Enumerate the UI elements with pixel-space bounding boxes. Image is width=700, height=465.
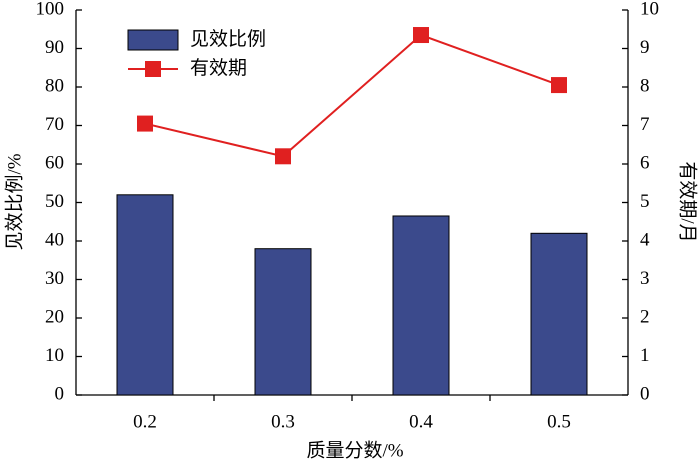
y2-tick-label: 7 [640, 114, 650, 135]
bar [116, 194, 174, 396]
y2-tick-label: 6 [640, 152, 650, 173]
bar [392, 215, 450, 396]
y2-tick-label: 3 [640, 268, 650, 289]
y-tick-label: 20 [45, 306, 64, 327]
y-tick-label: 10 [45, 345, 64, 366]
y-axis-title: 见效比例/% [3, 153, 25, 250]
y2-tick-label: 5 [640, 191, 650, 212]
legend-marker [145, 61, 161, 77]
bar [530, 232, 588, 396]
y-tick-label: 90 [45, 37, 64, 58]
y-tick-label: 70 [45, 114, 64, 135]
y-tick-label: 0 [55, 383, 65, 404]
y2-tick-label: 1 [640, 345, 650, 366]
y2-tick-label: 0 [640, 383, 650, 404]
marker [275, 148, 291, 165]
x-tick-label: 0.2 [133, 411, 157, 432]
y-tick-label: 50 [45, 191, 64, 212]
y-tick-label: 30 [45, 268, 64, 289]
y2-tick-label: 10 [640, 0, 659, 19]
marker [413, 27, 429, 44]
y-tick-label: 40 [45, 229, 64, 250]
y2-tick-label: 4 [640, 229, 650, 250]
y-tick-label: 80 [45, 75, 64, 96]
line [144, 33, 560, 158]
x-tick-label: 0.3 [271, 411, 295, 432]
x-axis-title: 质量分数/% [306, 439, 403, 461]
y2-tick-label: 2 [640, 306, 650, 327]
legend-label: 有效期 [190, 57, 247, 79]
y-tick-label: 60 [45, 152, 64, 173]
legend-swatch [127, 29, 179, 51]
marker [551, 77, 567, 94]
y-tick-label: 100 [36, 0, 65, 19]
y2-axis-title: 有效期/月 [677, 161, 699, 242]
bar [254, 248, 312, 396]
y2-tick-label: 8 [640, 75, 650, 96]
y2-tick-label: 9 [640, 37, 650, 58]
x-tick-label: 0.5 [547, 411, 571, 432]
marker [137, 115, 153, 132]
legend-label: 见效比例 [190, 28, 266, 50]
x-tick-label: 0.4 [409, 411, 433, 432]
